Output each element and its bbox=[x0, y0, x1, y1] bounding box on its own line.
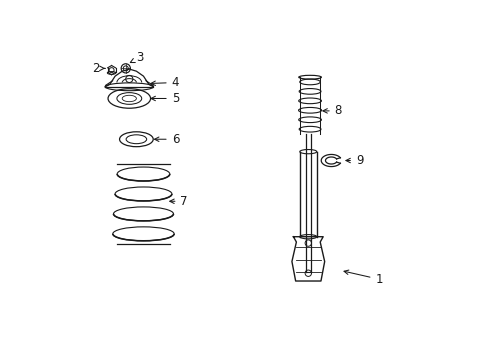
Text: 3: 3 bbox=[130, 51, 143, 64]
Text: 2: 2 bbox=[92, 62, 105, 75]
Text: 7: 7 bbox=[169, 195, 187, 208]
Text: 1: 1 bbox=[344, 270, 382, 286]
Text: 5: 5 bbox=[151, 92, 179, 105]
Text: 9: 9 bbox=[345, 154, 363, 167]
Text: 6: 6 bbox=[154, 133, 179, 146]
Text: 4: 4 bbox=[151, 76, 179, 89]
Text: 8: 8 bbox=[322, 104, 342, 117]
